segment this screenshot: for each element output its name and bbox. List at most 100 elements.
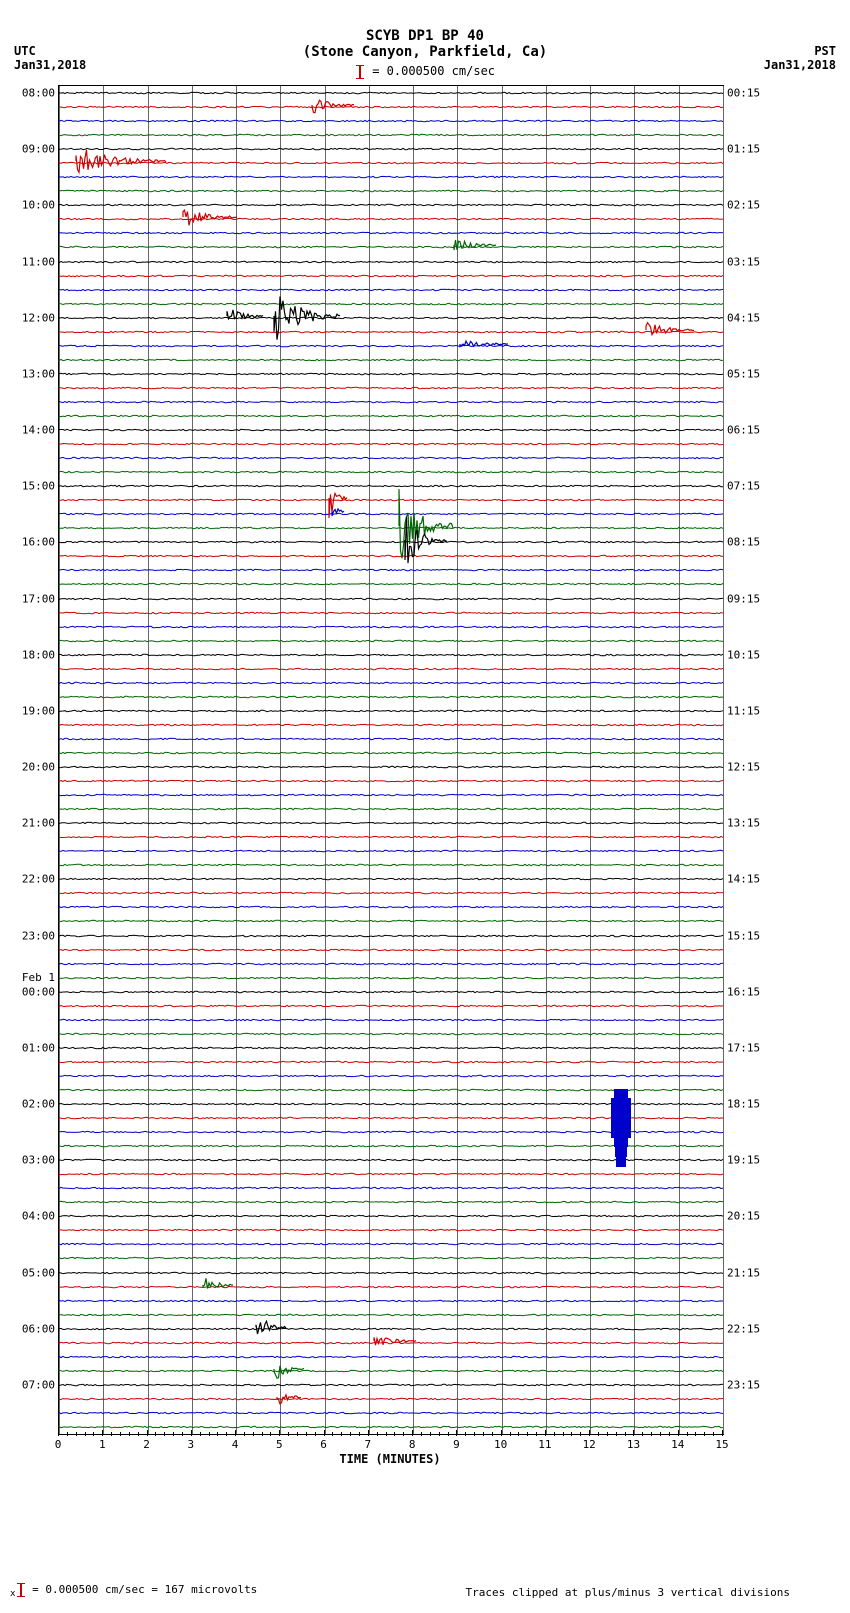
x-tick-minor [350,1432,351,1436]
utc-hour-label: 08:00 [22,87,55,100]
x-tick-minor [262,1432,263,1436]
scale-reference: = 0.000500 cm/sec [0,64,850,79]
utc-hour-label: 00:00 [22,985,55,998]
x-tick-minor [120,1432,121,1436]
x-tick-minor [660,1432,661,1436]
seismic-event [312,93,354,121]
x-tick-label: 15 [715,1438,728,1451]
pst-hour-label: 18:15 [727,1098,760,1111]
trace-row [59,1280,723,1294]
trace-row [59,914,723,928]
x-tick-minor [377,1432,378,1436]
utc-hour-label: 12:00 [22,311,55,324]
pst-hour-label: 22:15 [727,1322,760,1335]
trace-row [59,423,723,437]
trace-row [59,760,723,774]
gridline [723,86,724,1434]
x-tick-minor [200,1432,201,1436]
scale-label: = 0.000500 cm/sec [372,64,495,78]
trace-row [59,1195,723,1209]
x-tick-mark [589,1430,590,1436]
x-tick-minor [332,1432,333,1436]
x-tick-minor [483,1432,484,1436]
trace-row [59,381,723,395]
seismic-event [460,334,508,358]
trace-row [59,479,723,493]
trace-row [59,1069,723,1083]
x-tick-minor [297,1432,298,1436]
trace-row [59,1294,723,1308]
x-tick-minor [226,1432,227,1436]
date-left: Jan31,2018 [14,58,86,72]
trace-row [59,1406,723,1420]
pst-hour-label: 05:15 [727,367,760,380]
x-tick-minor [182,1432,183,1436]
trace-row [59,844,723,858]
trace-row [59,212,723,226]
x-tick-minor [270,1432,271,1436]
x-tick-minor [518,1432,519,1436]
pst-hour-label: 08:15 [727,536,760,549]
x-tick-minor [439,1432,440,1436]
trace-row [59,1013,723,1027]
seismic-event [256,1309,286,1349]
seismogram-container: SCYB DP1 BP 40 (Stone Canyon, Parkfield,… [0,0,850,1613]
x-tick-minor [527,1432,528,1436]
trace-row [59,367,723,381]
pst-hour-label: 02:15 [727,199,760,212]
trace-row [59,830,723,844]
x-tick-minor [315,1432,316,1436]
trace-row [59,128,723,142]
trace-row [59,900,723,914]
trace-row [59,198,723,212]
trace-row [59,114,723,128]
timezone-right: PST [814,44,836,58]
trace-row [59,872,723,886]
utc-hour-label: 20:00 [22,761,55,774]
x-tick-minor [563,1432,564,1436]
date-right: Jan31,2018 [764,58,836,72]
pst-hour-label: 13:15 [727,817,760,830]
trace-row [59,886,723,900]
pst-hour-label: 20:15 [727,1210,760,1223]
pst-hour-label: 01:15 [727,143,760,156]
x-axis-title: TIME (MINUTES) [58,1452,722,1466]
trace-row [59,535,723,549]
pst-hour-label: 00:15 [727,87,760,100]
x-tick-minor [341,1432,342,1436]
x-tick-mark [102,1430,103,1436]
trace-row [59,788,723,802]
x-tick-label: 5 [276,1438,283,1451]
trace-row [59,86,723,100]
x-tick-minor [492,1432,493,1436]
footer-clip-note: Traces clipped at plus/minus 3 vertical … [465,1586,790,1599]
utc-hour-label: 03:00 [22,1154,55,1167]
trace-row [59,802,723,816]
trace-row [59,493,723,507]
seismic-event [274,1353,304,1389]
utc-hour-label: 23:00 [22,929,55,942]
trace-row [59,929,723,943]
x-tick-label: 7 [365,1438,372,1451]
utc-hour-label: 13:00 [22,367,55,380]
x-tick-minor [687,1432,688,1436]
x-tick-mark [235,1430,236,1436]
utc-hour-label: 06:00 [22,1322,55,1335]
pst-hour-label: 04:15 [727,311,760,324]
seismic-event [646,318,694,346]
x-tick-minor [713,1432,714,1436]
trace-row [59,521,723,535]
x-tick-minor [704,1432,705,1436]
x-tick-minor [616,1432,617,1436]
x-tick-minor [138,1432,139,1436]
x-tick-minor [465,1432,466,1436]
x-tick-minor [669,1432,670,1436]
trace-row [59,1378,723,1392]
utc-hour-label: 10:00 [22,199,55,212]
x-tick-minor [386,1432,387,1436]
utc-hour-label: 01:00 [22,1041,55,1054]
x-tick-mark [58,1430,59,1436]
trace-row [59,592,723,606]
pst-hour-label: 03:15 [727,255,760,268]
plot-area: 08:0009:0010:0011:0012:0013:0014:0015:00… [58,85,724,1435]
